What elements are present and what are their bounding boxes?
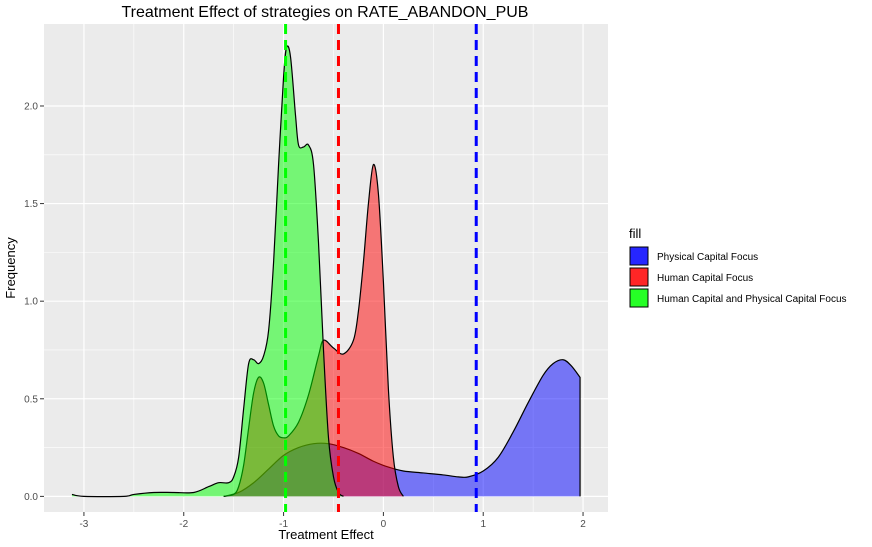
x-axis-label: Treatment Effect: [278, 527, 374, 542]
density-outline-human-capital-and-physical-capital-focus: [71, 45, 344, 498]
x-tick-label: -3: [79, 519, 88, 530]
x-tick-label: 1: [480, 519, 486, 530]
legend-swatch-human-capital-and-physical-capital-focus: [629, 288, 649, 308]
y-tick-label: 1.0: [24, 297, 38, 308]
axis-layer: -3 -2 -1 0 1 2 0.0 0.5 1.0 1.5 2.0: [24, 101, 586, 530]
y-tick-label: 0.5: [24, 394, 38, 405]
legend-label: Human Capital Focus: [657, 273, 753, 284]
chart-title: Treatment Effect of strategies on RATE_A…: [122, 4, 529, 21]
legend-swatch-physical-capital-focus: [629, 246, 649, 266]
series-layer: [71, 45, 581, 498]
x-tick-label: -2: [179, 519, 188, 530]
y-tick-label: 1.5: [24, 199, 38, 210]
y-tick-label: 2.0: [24, 101, 38, 112]
grid-layer: [44, 24, 608, 512]
legend-label: Human Capital and Physical Capital Focus: [657, 294, 847, 305]
legend-label: Physical Capital Focus: [657, 252, 758, 263]
legend-title: fill: [629, 226, 641, 241]
x-tick-label: 0: [381, 519, 387, 530]
x-tick-label: 2: [580, 519, 586, 530]
mean-line-layer: [284, 24, 478, 512]
legend-swatch-human-capital-focus: [629, 267, 649, 287]
y-tick-label: 0.0: [24, 492, 38, 503]
x-tick-label: -1: [279, 519, 288, 530]
density-area-human-capital-and-physical-capital-focus: [71, 45, 344, 497]
legend: fill Physical Capital Focus Human Capital…: [629, 226, 847, 308]
y-axis-label: Frequency: [3, 237, 18, 299]
